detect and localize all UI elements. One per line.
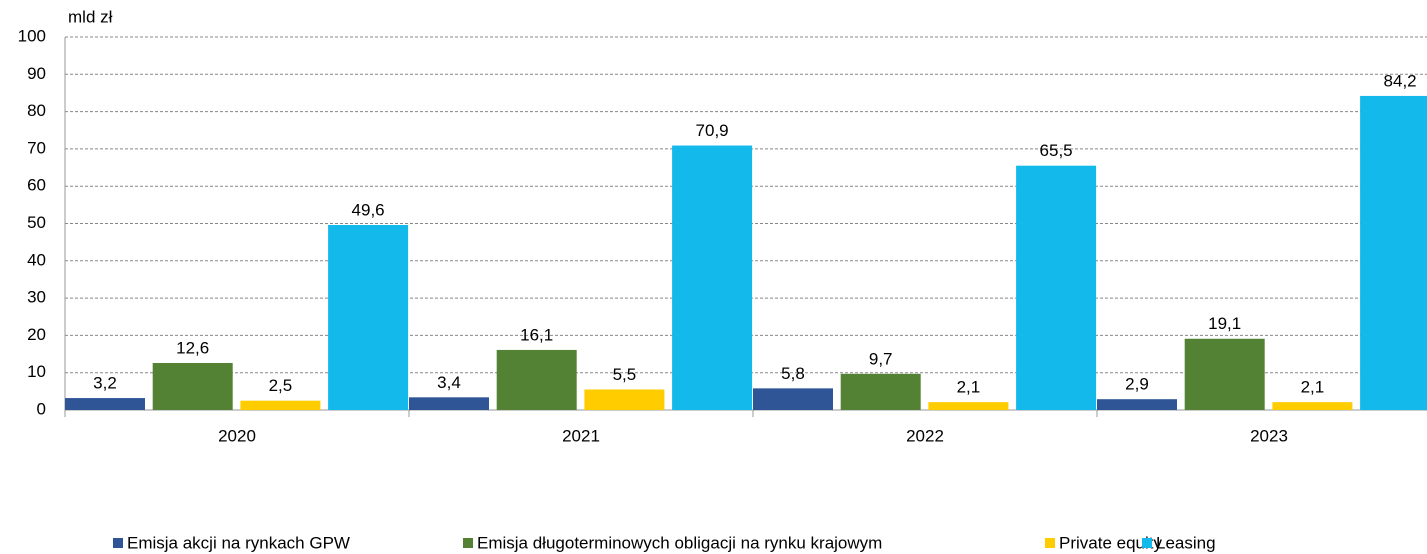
x-tick-label: 2021 [562, 426, 600, 445]
y-axis-label: mld zł [68, 7, 113, 26]
legend-label: Emisja długoterminowych obligacji na ryn… [477, 533, 882, 552]
legend-swatch [463, 538, 473, 548]
bar [672, 145, 753, 410]
value-label: 2,1 [957, 378, 981, 397]
bar [240, 400, 321, 410]
bar [1097, 399, 1177, 410]
value-label: 9,7 [869, 349, 893, 368]
value-label: 19,1 [1208, 314, 1241, 333]
bar [1272, 402, 1353, 410]
value-label: 49,6 [352, 200, 385, 219]
y-tick-label: 50 [27, 213, 46, 232]
legend-swatch [113, 538, 123, 548]
y-tick-label: 10 [27, 362, 46, 381]
bar [1016, 165, 1097, 410]
bar [928, 402, 1009, 410]
value-label: 65,5 [1040, 141, 1073, 160]
y-tick-label: 80 [27, 101, 46, 120]
legend-swatch [1045, 538, 1055, 548]
bar [65, 398, 145, 410]
y-tick-label: 0 [37, 399, 46, 418]
value-label: 2,1 [1301, 378, 1325, 397]
y-tick-label: 90 [27, 64, 46, 83]
y-tick-label: 70 [27, 138, 46, 157]
bar [496, 349, 577, 410]
bar [840, 373, 921, 410]
legend-label: Private equity [1059, 533, 1162, 552]
legend-swatch [1142, 538, 1152, 548]
x-tick-label: 2020 [218, 426, 256, 445]
value-label: 70,9 [696, 121, 729, 140]
y-tick-label: 60 [27, 176, 46, 195]
bar [584, 389, 665, 410]
bar [328, 224, 409, 410]
bar [753, 388, 833, 410]
bar [1360, 95, 1427, 411]
y-tick-label: 20 [27, 325, 46, 344]
value-label: 12,6 [176, 338, 209, 357]
bar [1184, 338, 1265, 410]
legend-label: Emisja akcji na rynkach GPW [127, 533, 350, 552]
y-tick-label: 30 [27, 288, 46, 307]
legend-label: Leasing [1156, 533, 1216, 552]
value-label: 5,5 [613, 365, 637, 384]
value-label: 2,5 [269, 376, 293, 395]
bar [152, 363, 233, 410]
y-tick-label: 40 [27, 250, 46, 269]
x-tick-label: 2022 [906, 426, 944, 445]
value-label: 84,2 [1384, 71, 1417, 90]
value-label: 5,8 [781, 364, 805, 383]
bar [409, 397, 489, 410]
value-label: 2,9 [1125, 375, 1149, 394]
value-label: 3,2 [93, 374, 117, 393]
value-label: 3,4 [437, 373, 461, 392]
x-tick-label: 2023 [1250, 426, 1288, 445]
value-label: 16,1 [520, 325, 553, 344]
y-tick-label: 100 [18, 26, 46, 45]
